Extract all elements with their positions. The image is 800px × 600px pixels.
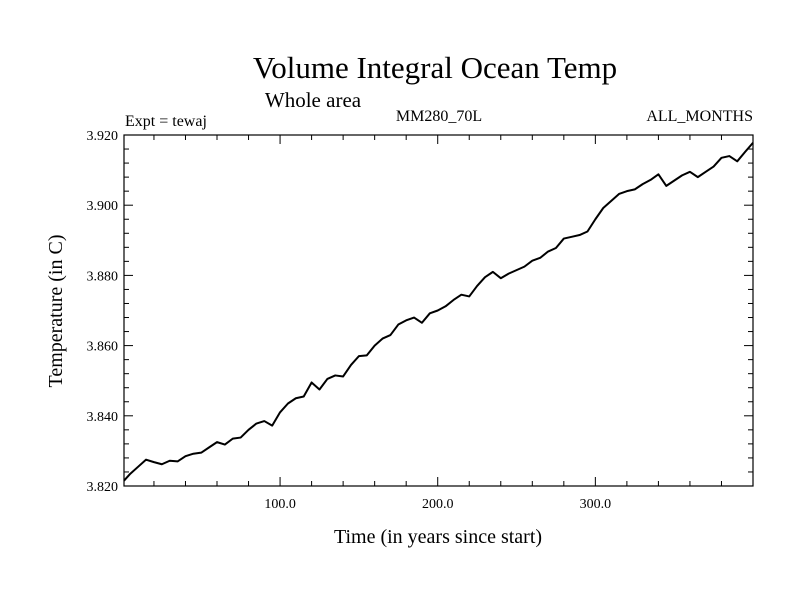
x-tick-label: 300.0: [580, 497, 612, 512]
chart-title: Volume Integral Ocean Temp: [253, 50, 617, 85]
series-line-temperature: [123, 142, 754, 482]
experiment-label: Expt = tewaj: [125, 113, 207, 130]
x-tick-label: 200.0: [422, 497, 454, 512]
y-tick-label: 3.900: [87, 199, 119, 214]
y-tick-label: 3.920: [87, 129, 119, 144]
y-tick-label: 3.860: [87, 340, 119, 355]
x-axis-tick-labels: 100.0 200.0 300.0: [264, 497, 611, 512]
chart-subtitle: Whole area: [265, 88, 362, 112]
y-tick-label: 3.880: [87, 269, 119, 284]
months-label: ALL_MONTHS: [646, 108, 753, 125]
y-tick-label: 3.820: [87, 480, 119, 495]
y-tick-label: 3.840: [87, 410, 119, 425]
plot-frame: [123, 134, 754, 487]
model-label: MM280_70L: [396, 108, 482, 125]
x-tick-label: 100.0: [264, 497, 296, 512]
y-axis-label: Temperature (in C): [45, 235, 67, 388]
x-axis-label: Time (in years since start): [334, 526, 542, 548]
y-axis-tick-labels: 3.820 3.840 3.860 3.880 3.900 3.920: [87, 129, 119, 495]
